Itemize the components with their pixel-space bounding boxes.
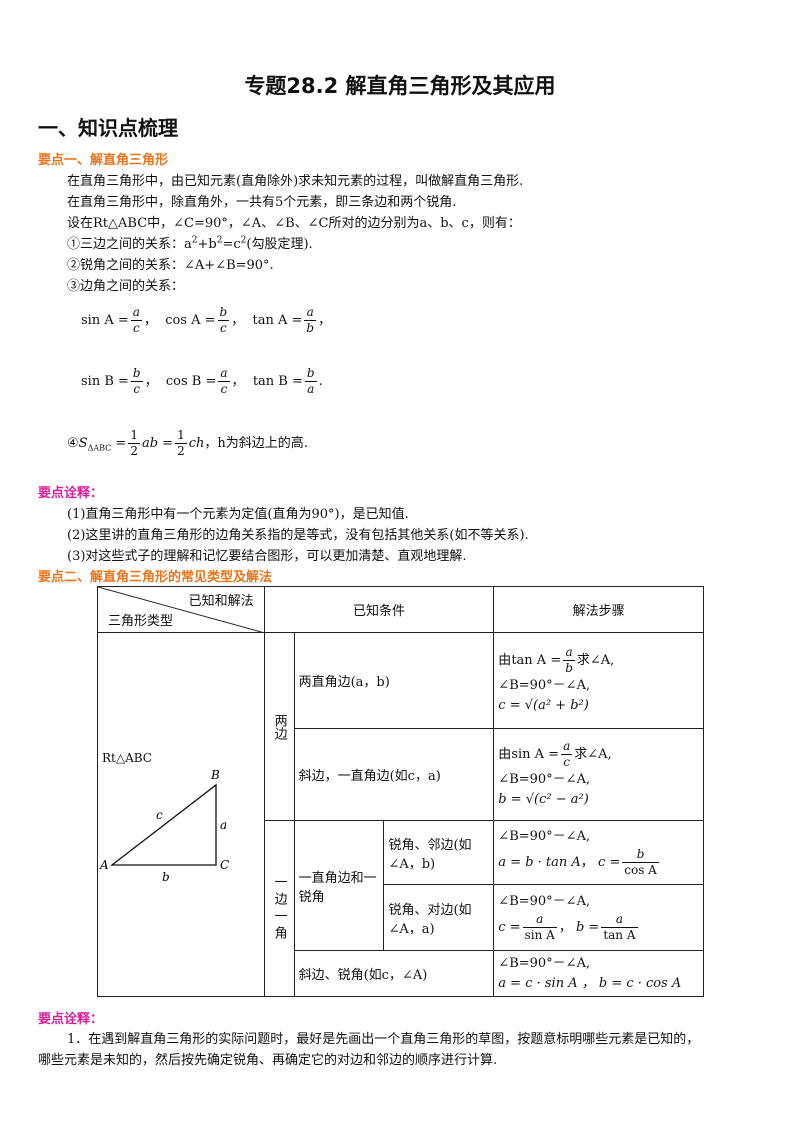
vertex-a-label: A — [99, 858, 109, 872]
group-one-side-one-angle: 一边一角 — [263, 820, 295, 997]
paragraph-line: 设在Rt△ABC中，∠C=90°，∠A、∠B、∠C所对的边分别为a、b、c，则有… — [67, 216, 521, 231]
area-formula: ④SΔABC = 1 2 ab = 1 2 ch，h为斜边上的高. — [67, 428, 308, 458]
condition-two-legs: 两直角边(a，b) — [293, 632, 495, 729]
note-line: (3)对这些式子的理解和记忆要结合图形，可以更加清楚、直观地理解. — [67, 549, 467, 564]
steps-hypotenuse-leg: 由sin A = a c 求∠A, ∠B=90°－∠A, b = √(c² − a²) — [493, 728, 704, 821]
solution-types-table: 已知和解法 三角形类型 已知条件 解法步骤 Rt△ABC A B C a b c… — [97, 586, 704, 997]
key-point-2-heading: 要点二、解直角三角形的常见类型及解法 — [38, 570, 273, 585]
header-solution-steps: 解法步骤 — [493, 586, 704, 633]
vertex-c-label: C — [220, 858, 229, 872]
group-two-sides: 两边 — [263, 632, 295, 821]
paragraph-line: 在直角三角形中，由已知元素(直角除外)求未知元素的过程，叫做解直角三角形. — [67, 174, 524, 189]
steps-angle-opposite: ∠B=90°－∠A, c = a sin A， b = a tan A — [493, 884, 704, 951]
condition-leg-and-angle: 一直角边和一锐角 — [293, 820, 385, 951]
side-b-label: b — [162, 870, 170, 884]
header-known-and-method: 已知和解法 — [188, 594, 254, 609]
section-heading: 一、知识点梳理 — [38, 116, 178, 140]
formula-row-angle-a: sin A = a c， cos A = b c， tan A = a b， — [81, 305, 332, 335]
side-angle-relation-label: ③边角之间的关系： — [67, 279, 185, 294]
note-1-heading: 要点诠释： — [38, 486, 104, 501]
steps-angle-adjacent: ∠B=90°－∠A, a = b · tan A， c = b cos A — [493, 820, 704, 885]
steps-hypotenuse-angle: ∠B=90°－∠A, a = c · sin A ， b = c · cos A — [493, 950, 704, 997]
header-triangle-type: 三角形类型 — [108, 614, 174, 629]
formula-row-angle-b: sin B = b c， cos B = a c， tan B = b a. — [81, 366, 323, 396]
steps-two-legs: 由tan A = a b 求∠A, ∠B=90°－∠A, c = √(a² + b²) — [493, 632, 704, 729]
paragraph-line: 在直角三角形中，除直角外，一共有5个元素，即三条边和两个锐角. — [67, 195, 457, 210]
condition-hypotenuse-angle: 斜边、锐角(如c，∠A) — [293, 950, 495, 997]
note-line: 哪些元素是未知的，然后按先确定锐角、再确定它的对边和邻边的顺序进行计算. — [38, 1053, 498, 1068]
condition-angle-adjacent: 锐角、邻边(如∠A，b) — [383, 820, 495, 885]
diagonal-line — [98, 587, 265, 633]
note-line: 1．在遇到解直角三角形的实际问题时，最好是先画出一个直角三角形的草图，按题意标明… — [67, 1032, 700, 1047]
right-triangle-figure: A B C a b c — [99, 768, 229, 884]
note-line: (1)直角三角形中有一个元素为定值(直角为90°)，是已知值. — [67, 507, 409, 522]
side-c-label: c — [156, 808, 163, 822]
key-point-1-heading: 要点一、解直角三角形 — [38, 153, 169, 168]
diagonal-header-cell: 已知和解法 三角形类型 — [97, 586, 265, 633]
note-2-heading: 要点诠释： — [38, 1012, 104, 1027]
angle-relation: ②锐角之间的关系：∠A+∠B=90°. — [67, 258, 274, 273]
triangle-label: Rt△ABC — [102, 751, 152, 765]
header-known-conditions: 已知条件 — [263, 586, 495, 633]
vertex-b-label: B — [210, 768, 220, 782]
side-a-label: a — [220, 818, 227, 832]
note-line: (2)这里讲的直角三角形的边角关系指的是等式，没有包括其他关系(如不等关系). — [67, 528, 529, 543]
page-title: 专题28.2 解直角三角形及其应用 — [244, 74, 556, 98]
condition-hypotenuse-leg: 斜边，一直角边(如c，a) — [293, 728, 495, 821]
triangle-figure-cell: Rt△ABC A B C a b c — [97, 632, 265, 997]
pythagorean-relation: ①三边之间的关系：a2+b2=c2(勾股定理). — [67, 235, 313, 252]
condition-angle-opposite: 锐角、对边(如∠A，a) — [383, 884, 495, 951]
